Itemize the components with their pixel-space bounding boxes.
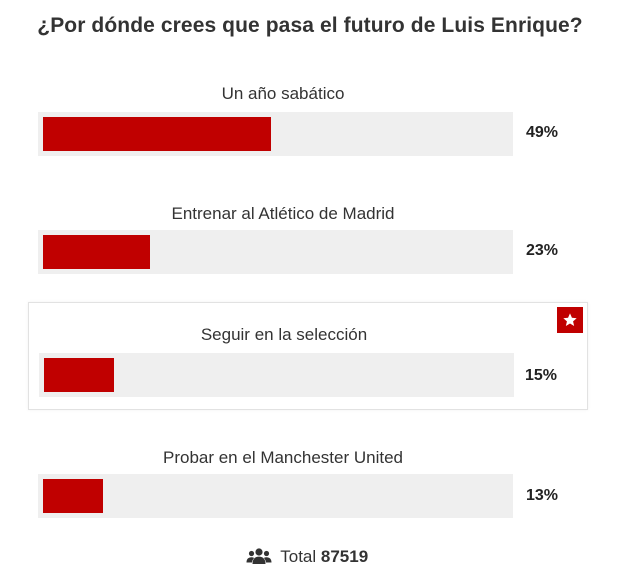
- poll-option-label[interactable]: Seguir en la selección: [200, 325, 368, 344]
- poll-option-percent: 15%: [525, 367, 558, 384]
- poll-total-count: 87519: [320, 547, 369, 566]
- poll-option-probar-manchester[interactable]: Probar en el Manchester United 13%: [38, 444, 588, 544]
- poll-option-percent: 13%: [526, 487, 559, 504]
- poll-option-bar-track[interactable]: [39, 353, 514, 397]
- poll-option-label[interactable]: Entrenar al Atlético de Madrid: [171, 204, 395, 223]
- poll-option-bar-track[interactable]: [38, 112, 513, 156]
- poll-option-seguir-seleccion[interactable]: Seguir en la selección 15%: [28, 302, 588, 410]
- poll-total-label: Total: [280, 547, 317, 566]
- poll-option-bar-track[interactable]: [38, 230, 513, 274]
- poll-option-label[interactable]: Probar en el Manchester United: [162, 448, 404, 467]
- poll-option-bar-track[interactable]: [38, 474, 513, 518]
- poll-total: Total 87519: [0, 547, 614, 567]
- star-icon: [563, 313, 577, 326]
- poll-option-bar-fill: [43, 479, 103, 513]
- poll-question: ¿Por dónde crees que pasa el futuro de L…: [37, 14, 583, 37]
- poll-option-bar-fill: [43, 235, 150, 269]
- poll-option-un-ano-sabatico[interactable]: Un año sabático 49%: [38, 80, 588, 180]
- poll-option-percent: 23%: [526, 242, 559, 259]
- poll-option-percent: 49%: [526, 124, 559, 141]
- poll-option-label[interactable]: Un año sabático: [221, 84, 345, 103]
- selected-star-badge: [557, 307, 583, 333]
- poll-option-bar-fill: [44, 358, 114, 392]
- poll-option-entrenar-atletico[interactable]: Entrenar al Atlético de Madrid 23%: [38, 200, 588, 300]
- users-icon: [246, 548, 272, 564]
- poll-option-bar-fill: [43, 117, 271, 151]
